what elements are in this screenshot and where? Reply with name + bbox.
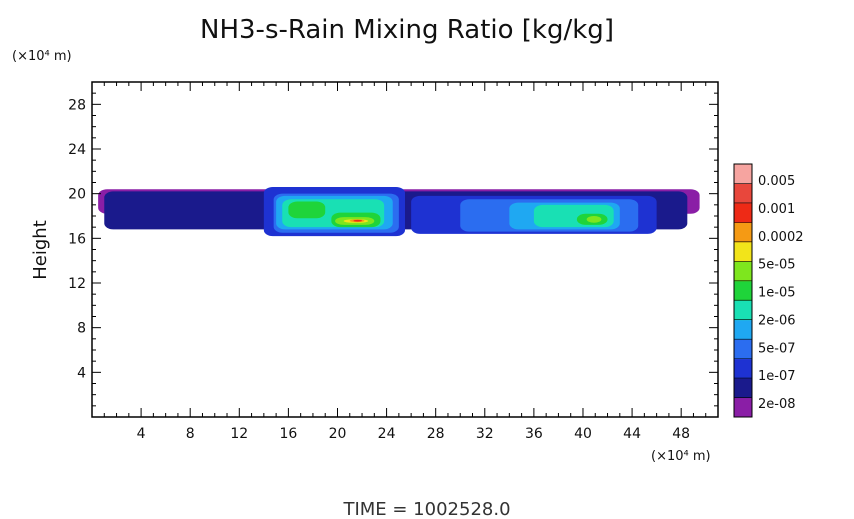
- x-tick-label: 48: [672, 426, 690, 442]
- colorbar-frame: [733, 163, 753, 418]
- colorbar-swatch: [734, 241, 752, 262]
- x-tick-label: 4: [137, 426, 146, 442]
- colorbar-label: 2e-08: [758, 397, 796, 412]
- y-tick-label: 16: [68, 231, 86, 247]
- colorbar-label: 1e-05: [758, 286, 796, 301]
- plot-frame: [91, 81, 719, 418]
- x-tick-label: 16: [279, 426, 297, 442]
- x-tick-label: 24: [378, 426, 396, 442]
- colorbar-label: 1e-07: [758, 369, 796, 384]
- y-tick-label: 24: [68, 142, 86, 158]
- colorbar-swatch: [734, 300, 752, 321]
- x-tick-label: 44: [623, 426, 641, 442]
- field-region-17: [353, 219, 363, 222]
- colorbar-swatch: [734, 358, 752, 379]
- colorbar-swatch: [734, 397, 752, 418]
- x-tick-label: 12: [230, 426, 248, 442]
- y-tick-label: 20: [68, 187, 86, 203]
- x-tick-label: 28: [427, 426, 445, 442]
- x-axis-ticks: 4 8 12 16 20 24 28 32 36 40 44 48: [103, 82, 707, 442]
- x-tick-label: 20: [329, 426, 347, 442]
- colorbar-label: 0.005: [758, 174, 795, 189]
- plot-area: [98, 186, 700, 237]
- colorbar-swatch: [734, 222, 752, 243]
- y-unit-label: (×10⁴ m): [12, 49, 72, 64]
- colorbar-label: 5e-07: [758, 341, 796, 356]
- field-region-14: [586, 216, 602, 223]
- y-axis-ticks: 4 8 12 16 20 24 28: [68, 92, 718, 407]
- field-region-10: [288, 201, 326, 219]
- y-tick-label: 4: [77, 365, 86, 381]
- x-tick-label: 32: [476, 426, 494, 442]
- colorbar-swatch: [734, 261, 752, 282]
- colorbar-label: 0.001: [758, 202, 795, 217]
- colorbar-swatch: [734, 183, 752, 204]
- colorbar-swatch: [734, 280, 752, 301]
- colorbar: 2e-08 1e-07 5e-07 2e-06 1e-05 5e-05 0.0002 0.00…: [733, 163, 804, 418]
- colorbar-swatch: [734, 202, 752, 223]
- x-tick-label: 8: [186, 426, 195, 442]
- x-tick-label: 40: [574, 426, 592, 442]
- x-unit-label: (×10⁴ m): [651, 449, 711, 464]
- y-tick-label: 28: [68, 97, 86, 113]
- x-tick-label: 36: [525, 426, 543, 442]
- colorbar-swatch: [734, 339, 752, 360]
- time-label: TIME = 1002528.0: [342, 499, 510, 519]
- y-tick-label: 12: [68, 276, 86, 292]
- colorbar-label: 0.0002: [758, 230, 804, 245]
- colorbar-swatch: [734, 319, 752, 340]
- colorbar-label: 5e-05: [758, 258, 796, 273]
- y-tick-label: 8: [77, 321, 86, 337]
- chart-title: NH3-s-Rain Mixing Ratio [kg/kg]: [200, 15, 614, 45]
- colorbar-swatch: [734, 378, 752, 399]
- colorbar-swatch: [734, 164, 752, 184]
- y-axis-label: Height: [30, 220, 51, 280]
- colorbar-label: 2e-06: [758, 313, 796, 328]
